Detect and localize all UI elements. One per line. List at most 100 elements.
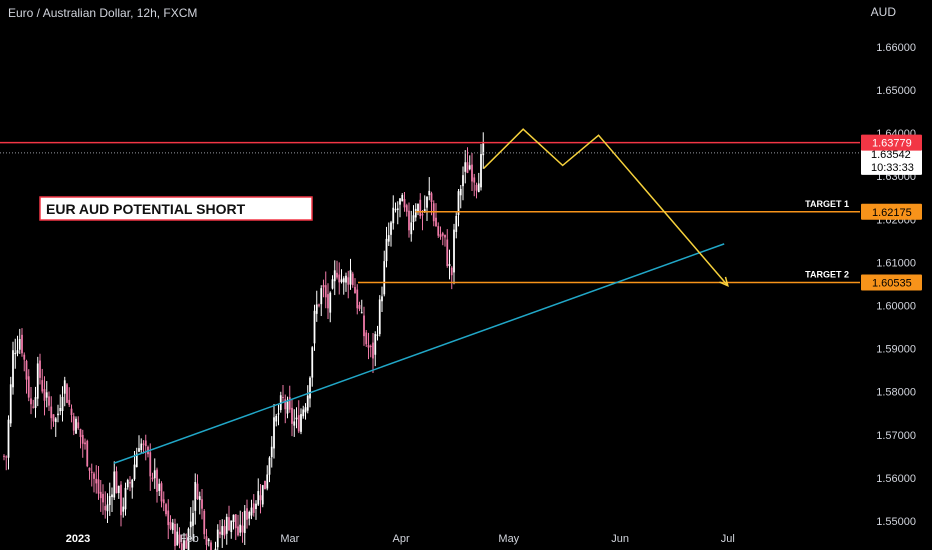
candle-body (165, 504, 167, 515)
candle-body (59, 408, 62, 412)
symbol-title[interactable]: Euro / Australian Dollar, 12h, FXCM (8, 6, 198, 20)
candle-body (331, 279, 334, 289)
price-axis[interactable]: 1.660001.650001.640001.630001.620001.610… (861, 42, 922, 528)
candle-body (138, 448, 140, 452)
candle-body (412, 215, 415, 223)
candle-body (473, 177, 476, 183)
candle-body (122, 506, 125, 512)
candle-body (120, 484, 122, 516)
candle-body (475, 184, 478, 191)
time-axis[interactable]: 2023 Feb Mar Apr May Jun Jul (66, 533, 735, 545)
candle-body (219, 531, 221, 535)
candle-body (403, 199, 406, 208)
candle-body (309, 377, 311, 399)
candle-body (365, 332, 368, 345)
candle-body (223, 526, 226, 536)
candle-body (342, 278, 345, 283)
candle-body (160, 483, 163, 502)
candle-body (257, 491, 260, 505)
time-tick-label: Jun (611, 533, 629, 545)
candle-body (435, 217, 437, 227)
candle-body (126, 480, 129, 488)
candle-body (417, 203, 419, 212)
target2-price-tag: 1.60535 (861, 274, 922, 291)
candle-body (453, 229, 455, 273)
candle-body (239, 524, 242, 533)
candle-body (446, 239, 449, 267)
candle-body (315, 304, 318, 314)
candle-body (12, 350, 14, 388)
candle-body (149, 452, 152, 477)
candle-body (358, 305, 361, 309)
candle-body (297, 415, 300, 432)
candle-body (313, 310, 316, 344)
candle-body (48, 396, 50, 406)
candle-body (30, 398, 32, 405)
candle-body (162, 499, 165, 504)
candle-body (153, 470, 156, 479)
candle-body (439, 234, 442, 237)
candle-body (84, 442, 86, 445)
price-tick-label: 1.65000 (876, 85, 916, 97)
candle-body (232, 514, 235, 523)
candle-body (45, 392, 48, 398)
candle-body (340, 279, 343, 283)
candle-body (480, 154, 482, 188)
candle-body (396, 208, 399, 211)
resistance-price-tag-bg (861, 134, 922, 151)
candle-body (394, 209, 397, 211)
candle-body (286, 401, 289, 414)
candle-body (264, 480, 266, 490)
time-tick-label: Feb (180, 533, 199, 545)
candle-body (183, 540, 185, 550)
candle-body (70, 408, 73, 416)
candle-body (23, 354, 26, 360)
candle-body (133, 464, 136, 480)
candle-body (88, 467, 91, 471)
projection-path[interactable] (483, 128, 729, 287)
target2-price-tag-text: 1.60535 (872, 277, 912, 289)
candle-body (444, 234, 446, 238)
candle-body (387, 235, 390, 242)
candle-body (66, 384, 68, 403)
candle-body (419, 199, 422, 217)
candle-body (36, 363, 39, 399)
trendline[interactable] (113, 243, 725, 464)
candle-body (374, 334, 377, 355)
candle-body (441, 233, 444, 236)
candle-body (156, 469, 158, 492)
target1-price-tag: 1.62175 (861, 203, 922, 220)
candle-body (106, 504, 109, 512)
candle-body (324, 285, 327, 298)
candle-body (482, 143, 485, 156)
candle-body (16, 350, 19, 354)
candle-body (259, 495, 262, 501)
candle-body (113, 471, 116, 498)
candle-body (68, 399, 71, 405)
price-tick-label: 1.58000 (876, 387, 916, 399)
candle-body (86, 440, 89, 467)
target2-price-tag-bg (861, 274, 922, 291)
candle-body (79, 428, 82, 438)
annotation-box[interactable] (39, 196, 313, 221)
candle-body (77, 422, 80, 429)
price-tick-label: 1.61000 (876, 257, 916, 269)
candle-body (207, 539, 210, 542)
candle-body (18, 339, 21, 350)
candle-body (363, 315, 365, 337)
candle-body (243, 510, 246, 534)
candle-body (41, 380, 44, 392)
candle-body (345, 275, 347, 283)
countdown-value: 10:33:33 (871, 162, 914, 174)
candle-body (248, 512, 251, 519)
candle-body (27, 376, 30, 398)
price-tick-label: 1.60000 (876, 301, 916, 313)
candle-body (97, 479, 100, 494)
candle-body (414, 208, 417, 218)
candle-body (277, 413, 280, 415)
candle-body (252, 503, 255, 513)
candle-body (225, 516, 228, 534)
candle-body (408, 210, 410, 231)
